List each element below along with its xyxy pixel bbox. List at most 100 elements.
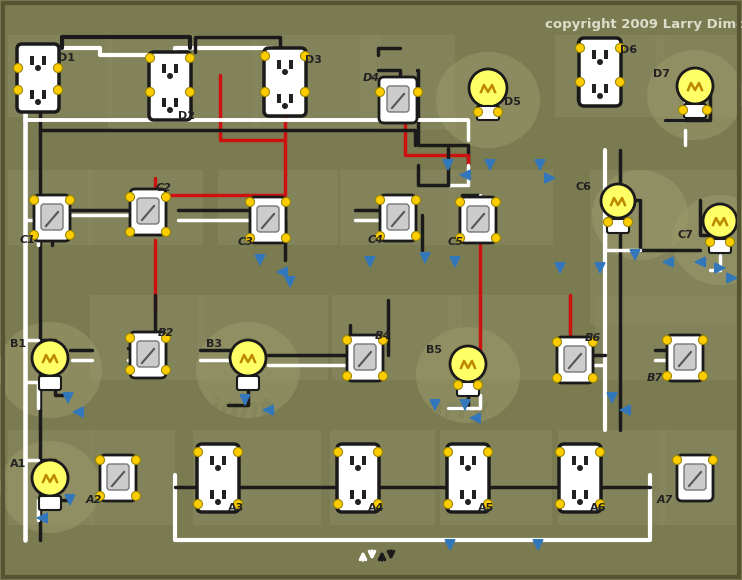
FancyBboxPatch shape (387, 204, 409, 230)
Circle shape (65, 230, 74, 240)
FancyBboxPatch shape (667, 335, 703, 381)
FancyBboxPatch shape (257, 206, 279, 232)
Bar (218, 170, 338, 245)
Circle shape (35, 99, 41, 105)
FancyBboxPatch shape (130, 332, 166, 378)
Circle shape (577, 499, 583, 505)
Ellipse shape (0, 322, 102, 418)
Circle shape (333, 448, 343, 456)
FancyBboxPatch shape (237, 376, 259, 390)
Bar (472, 456, 476, 465)
Bar (162, 98, 166, 107)
FancyBboxPatch shape (460, 197, 496, 243)
Text: A4: A4 (368, 503, 384, 513)
Text: Copyright    2009  Larry  Dimock: Copyright 2009 Larry Dimock (119, 396, 623, 424)
Bar (362, 456, 366, 465)
Circle shape (30, 195, 39, 205)
Circle shape (96, 455, 105, 465)
Circle shape (456, 234, 464, 242)
FancyBboxPatch shape (684, 104, 706, 118)
Circle shape (456, 198, 464, 206)
Text: A5: A5 (478, 503, 494, 513)
Bar (162, 64, 166, 73)
Bar (604, 84, 608, 93)
Text: A2: A2 (86, 495, 102, 505)
Bar (289, 60, 293, 69)
Circle shape (378, 372, 387, 380)
Ellipse shape (592, 170, 688, 260)
Ellipse shape (647, 50, 742, 140)
FancyBboxPatch shape (41, 204, 63, 230)
FancyBboxPatch shape (457, 382, 479, 396)
FancyBboxPatch shape (137, 198, 159, 224)
Circle shape (53, 63, 62, 72)
Circle shape (32, 340, 68, 376)
Circle shape (343, 335, 352, 345)
FancyBboxPatch shape (100, 455, 136, 501)
FancyBboxPatch shape (709, 239, 731, 253)
Circle shape (194, 499, 203, 509)
FancyBboxPatch shape (354, 344, 376, 370)
Circle shape (378, 335, 387, 345)
Bar (210, 456, 214, 465)
Circle shape (373, 499, 382, 509)
FancyBboxPatch shape (477, 106, 499, 120)
Circle shape (672, 455, 681, 465)
Bar (360, 35, 455, 130)
Circle shape (709, 455, 718, 465)
Bar (592, 50, 596, 59)
Circle shape (125, 365, 134, 375)
Circle shape (556, 448, 565, 456)
Bar (572, 456, 576, 465)
Bar (222, 456, 226, 465)
Circle shape (450, 346, 486, 382)
FancyBboxPatch shape (684, 464, 706, 490)
Circle shape (145, 53, 154, 63)
FancyBboxPatch shape (677, 455, 713, 501)
FancyBboxPatch shape (347, 335, 383, 381)
Circle shape (663, 335, 672, 345)
Text: D2: D2 (178, 111, 195, 121)
Circle shape (597, 93, 603, 99)
Bar (350, 456, 354, 465)
Bar (584, 490, 588, 499)
Bar (193, 430, 321, 525)
FancyBboxPatch shape (387, 86, 409, 112)
Circle shape (234, 499, 243, 509)
Bar (42, 90, 46, 99)
Ellipse shape (196, 322, 300, 418)
Circle shape (282, 69, 288, 75)
Bar (572, 490, 576, 499)
Circle shape (444, 499, 453, 509)
Circle shape (553, 374, 562, 382)
Text: B6: B6 (585, 333, 601, 343)
Circle shape (597, 59, 603, 65)
Circle shape (131, 455, 140, 465)
Bar (198, 295, 328, 380)
Circle shape (13, 63, 22, 72)
Bar (555, 35, 665, 117)
Circle shape (412, 231, 421, 241)
FancyBboxPatch shape (447, 444, 489, 512)
Text: D6: D6 (620, 45, 637, 55)
Circle shape (703, 106, 712, 114)
Circle shape (246, 198, 255, 206)
Circle shape (576, 78, 585, 86)
Circle shape (577, 465, 583, 471)
Circle shape (703, 204, 737, 238)
Circle shape (343, 372, 352, 380)
FancyBboxPatch shape (39, 376, 61, 390)
Circle shape (301, 52, 309, 60)
Circle shape (355, 465, 361, 471)
Circle shape (677, 68, 713, 104)
FancyBboxPatch shape (337, 444, 379, 512)
FancyBboxPatch shape (607, 219, 629, 233)
Bar (253, 35, 381, 130)
Bar (174, 98, 178, 107)
Circle shape (493, 107, 502, 117)
Circle shape (603, 218, 612, 227)
Text: C5: C5 (448, 237, 464, 247)
Circle shape (125, 227, 134, 237)
Bar (460, 456, 464, 465)
Circle shape (35, 65, 41, 71)
